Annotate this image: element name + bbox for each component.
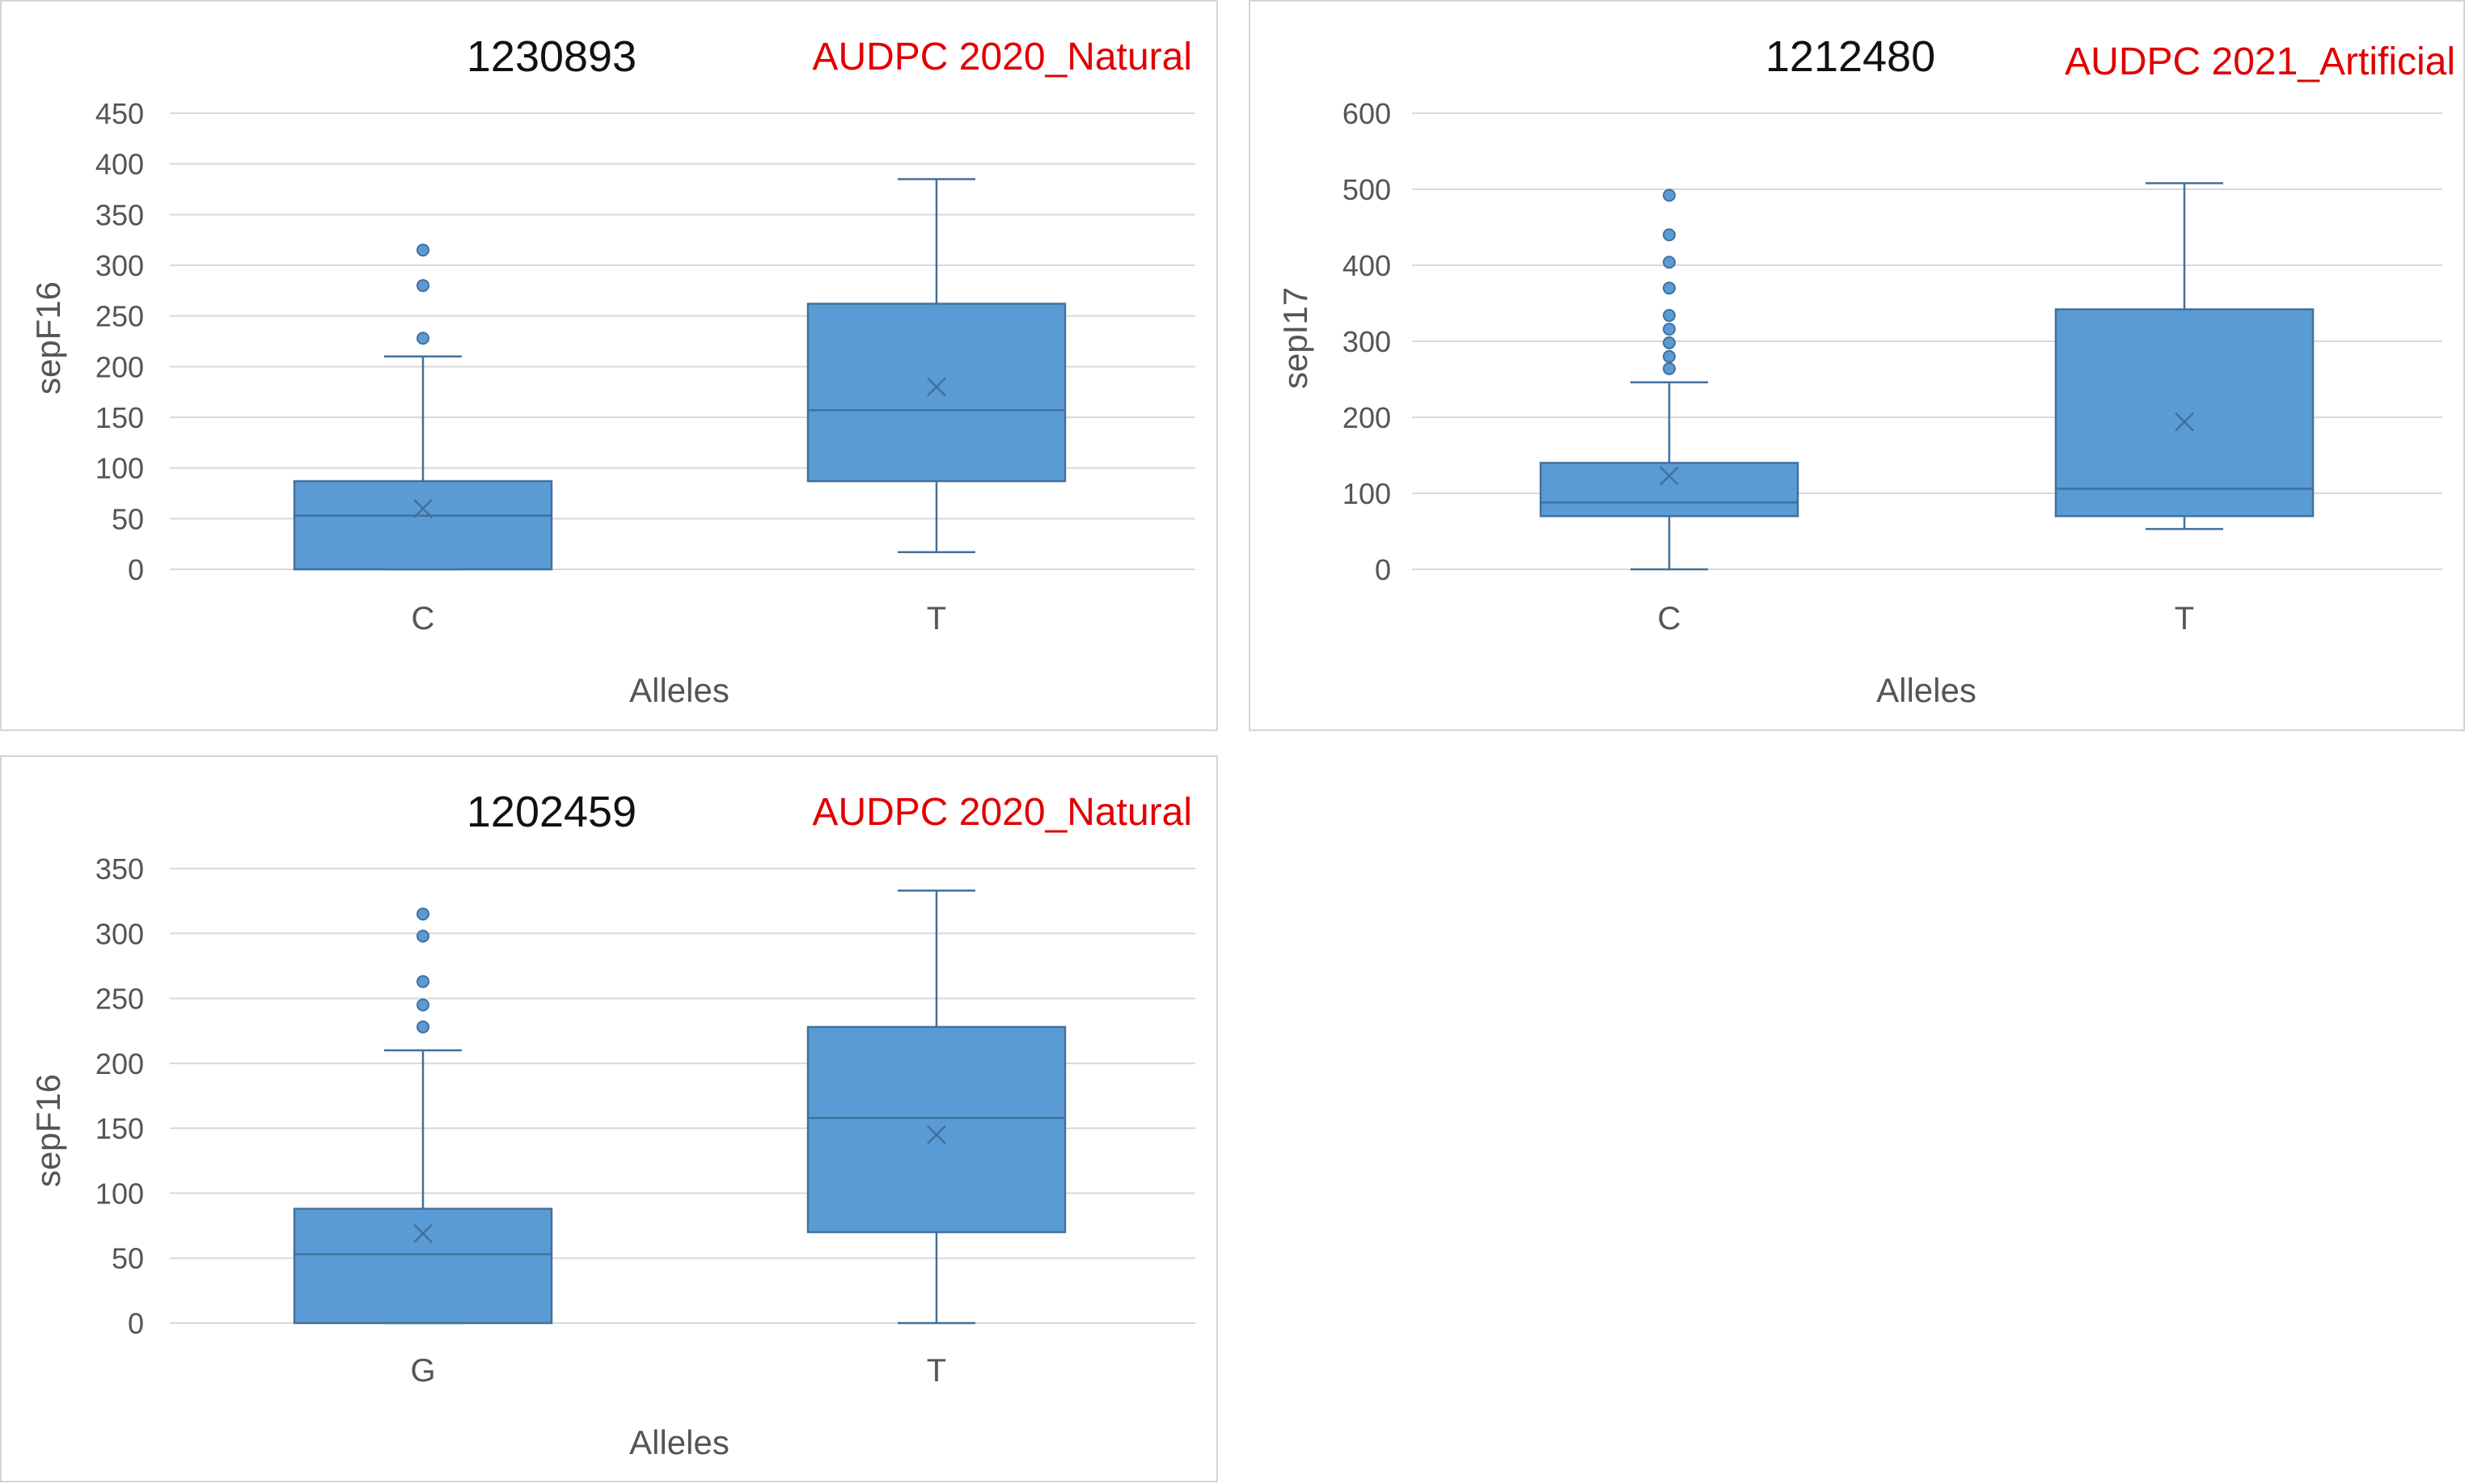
y-axis-title: sepF16 <box>29 281 67 395</box>
plot-area: 0 50 100 150 200 250 300 350 G T <box>95 852 1195 1389</box>
outlier-point <box>1663 228 1676 242</box>
y-tick-label: 400 <box>95 148 144 181</box>
x-category-label: T <box>2175 601 2194 636</box>
y-tick-label: 100 <box>95 452 144 485</box>
box-G <box>293 1207 553 1325</box>
mean-marker <box>413 498 433 518</box>
y-axis-title: sepI17 <box>1276 287 1314 389</box>
y-tick-label: 200 <box>1342 401 1391 434</box>
outlier-point <box>416 929 429 943</box>
x-axis-title: Alleles <box>629 671 729 709</box>
chart-panel-1230893: 1230893 AUDPC 2020_Natural 0 50 100 150 200 2… <box>0 0 1218 731</box>
y-tick-label: 100 <box>95 1177 144 1210</box>
outlier-point <box>1663 322 1676 336</box>
y-tick-label: 150 <box>95 1112 144 1145</box>
x-category-label: C <box>412 601 435 636</box>
outlier-point <box>416 279 429 293</box>
outlier-point <box>416 332 429 345</box>
y-tick-label: 200 <box>95 1047 144 1080</box>
chart-title: 1202459 <box>467 788 636 836</box>
outlier-point <box>1663 309 1676 323</box>
y-tick-label: 450 <box>95 97 144 130</box>
outlier-point <box>416 975 429 988</box>
box-C <box>1539 462 1799 518</box>
y-tick-label: 0 <box>128 1307 144 1340</box>
x-axis-title: Alleles <box>1876 671 1977 709</box>
mean-marker <box>927 377 946 397</box>
y-axis-title: sepF16 <box>29 1074 67 1187</box>
chart-title: 1212480 <box>1765 32 1935 81</box>
mean-marker <box>1660 466 1679 486</box>
outlier-point <box>1663 281 1676 295</box>
y-tick-label: 150 <box>95 401 144 434</box>
x-category-label: T <box>927 601 946 636</box>
y-tick-label: 250 <box>95 300 144 333</box>
chart-subtitle: AUDPC 2020_Natural <box>812 791 1192 834</box>
chart-svg: 1230893 AUDPC 2020_Natural 0 50 100 150 200 2… <box>29 32 1195 709</box>
outlier-point <box>1663 188 1676 202</box>
outlier-point <box>416 243 429 257</box>
y-tick-label: 600 <box>1342 97 1391 130</box>
box-C <box>293 480 553 571</box>
chart-svg: 1202459 AUDPC 2020_Natural 0 50 100 150 200 2… <box>29 788 1195 1461</box>
y-tick-label: 0 <box>1375 553 1391 586</box>
box-T <box>806 302 1067 483</box>
chart-panel-1212480: 1212480 AUDPC 2021_Artificial 0 100 200 300… <box>1249 0 2465 731</box>
mean-marker <box>413 1224 433 1244</box>
y-tick-label: 50 <box>112 1242 144 1275</box>
y-tick-label: 300 <box>1342 325 1391 358</box>
outlier-point <box>1663 361 1676 375</box>
x-axis-title: Alleles <box>629 1423 729 1461</box>
y-tick-label: 500 <box>1342 173 1391 206</box>
y-tick-label: 350 <box>95 198 144 231</box>
outlier-point <box>1663 349 1676 363</box>
y-tick-label: 300 <box>95 917 144 950</box>
plot-area: 0 50 100 150 200 250 300 350 400 450 C T <box>95 97 1195 636</box>
y-tick-label: 50 <box>112 502 144 535</box>
plot-area: 0 100 200 300 400 500 600 C T <box>1342 97 2442 636</box>
y-tick-label: 200 <box>95 350 144 383</box>
outlier-point <box>416 998 429 1012</box>
x-category-label: T <box>927 1353 946 1389</box>
outlier-point <box>416 1020 429 1034</box>
mean-marker <box>2175 412 2194 432</box>
x-category-label: G <box>410 1353 435 1389</box>
outlier-point <box>1663 336 1676 349</box>
y-tick-label: 0 <box>128 553 144 586</box>
y-tick-label: 400 <box>1342 249 1391 282</box>
chart-subtitle: AUDPC 2021_Artificial <box>2065 40 2455 83</box>
y-tick-label: 350 <box>95 852 144 886</box>
chart-subtitle: AUDPC 2020_Natural <box>812 36 1192 78</box>
chart-panel-1202459: 1202459 AUDPC 2020_Natural 0 50 100 150 200 2… <box>0 755 1218 1482</box>
outlier-point <box>416 907 429 921</box>
mean-marker <box>927 1125 946 1145</box>
outlier-point <box>1663 256 1676 269</box>
chart-svg: 1212480 AUDPC 2021_Artificial 0 100 200 300… <box>1276 32 2455 709</box>
y-tick-label: 300 <box>95 249 144 282</box>
box-T <box>2054 308 2315 518</box>
box-T <box>806 1025 1067 1233</box>
y-tick-label: 100 <box>1342 477 1391 510</box>
y-tick-label: 250 <box>95 983 144 1016</box>
chart-title: 1230893 <box>467 32 636 81</box>
x-category-label: C <box>1658 601 1681 636</box>
